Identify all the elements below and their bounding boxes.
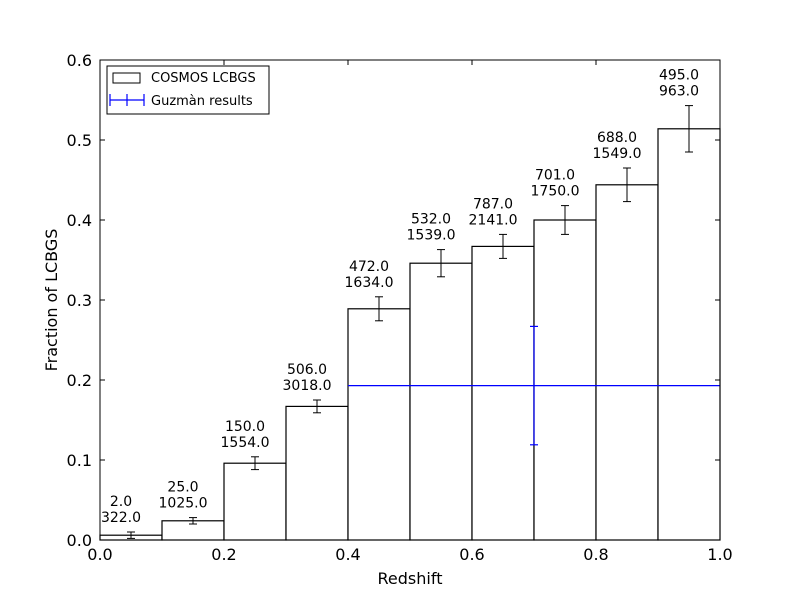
legend: COSMOS LCBGS Guzmàn results bbox=[106, 65, 270, 115]
x-tick-label: 1.0 bbox=[707, 545, 732, 564]
legend-marker-guzman bbox=[109, 94, 145, 106]
x-axis-label: Redshift bbox=[378, 569, 443, 588]
bar-total-label: 1750.0 bbox=[531, 184, 580, 200]
bar-total-label: 2141.0 bbox=[469, 212, 518, 228]
bar-count-label: 688.0 bbox=[597, 130, 637, 146]
legend-label-cosmos: COSMOS LCBGS bbox=[151, 71, 256, 86]
y-tick-label: 0.3 bbox=[67, 291, 92, 310]
bar-count-label: 532.0 bbox=[411, 212, 451, 228]
guzman-series bbox=[348, 325, 720, 446]
bar-count-label: 150.0 bbox=[225, 419, 265, 435]
bar-total-label: 1634.0 bbox=[345, 275, 394, 291]
y-tick-label: 0.0 bbox=[67, 531, 92, 550]
histogram-bars bbox=[99, 128, 721, 541]
bar bbox=[409, 262, 473, 541]
x-tick-label: 0.6 bbox=[459, 545, 484, 564]
bar bbox=[595, 184, 659, 541]
bar-total-label: 1025.0 bbox=[159, 496, 208, 512]
bar-total-label: 963.0 bbox=[659, 84, 699, 100]
bar-count-label: 2.0 bbox=[110, 494, 132, 510]
y-tick-label: 0.2 bbox=[67, 371, 92, 390]
bar bbox=[471, 245, 535, 541]
y-tick-label: 0.6 bbox=[67, 51, 92, 70]
bar bbox=[347, 308, 411, 541]
bar bbox=[657, 128, 721, 541]
bar-count-label: 701.0 bbox=[535, 168, 575, 184]
bar bbox=[223, 462, 287, 541]
bar bbox=[533, 219, 597, 541]
y-tick-label: 0.5 bbox=[67, 131, 92, 150]
legend-swatch-cosmos bbox=[112, 72, 141, 84]
x-axis-ticks: 0.0 0.2 0.4 0.6 0.8 1.0 bbox=[87, 60, 733, 564]
bar-total-label: 1539.0 bbox=[407, 228, 456, 244]
bar-count-label: 506.0 bbox=[287, 362, 327, 378]
bar-total-label: 1549.0 bbox=[593, 146, 642, 162]
bar bbox=[285, 405, 349, 541]
x-tick-label: 0.8 bbox=[583, 545, 608, 564]
bar-count-label: 787.0 bbox=[473, 196, 513, 212]
y-tick-label: 0.1 bbox=[67, 451, 92, 470]
legend-label-guzman: Guzmàn results bbox=[151, 94, 253, 109]
bar-count-label: 25.0 bbox=[167, 480, 198, 496]
x-tick-label: 0.2 bbox=[211, 545, 236, 564]
y-axis-label: Fraction of LCBGS bbox=[42, 229, 61, 372]
error-bars bbox=[127, 105, 693, 539]
x-tick-label: 0.4 bbox=[335, 545, 360, 564]
bar-total-label: 3018.0 bbox=[283, 378, 332, 394]
bar-total-label: 322.0 bbox=[101, 510, 141, 526]
bar-count-label: 495.0 bbox=[659, 68, 699, 84]
bar-count-label: 472.0 bbox=[349, 259, 389, 275]
y-tick-label: 0.4 bbox=[67, 211, 92, 230]
y-axis-ticks: 0.0 0.1 0.2 0.3 0.4 0.5 0.6 bbox=[67, 51, 720, 550]
x-tick-label: 0.0 bbox=[87, 545, 112, 564]
bar-total-label: 1554.0 bbox=[221, 435, 270, 451]
